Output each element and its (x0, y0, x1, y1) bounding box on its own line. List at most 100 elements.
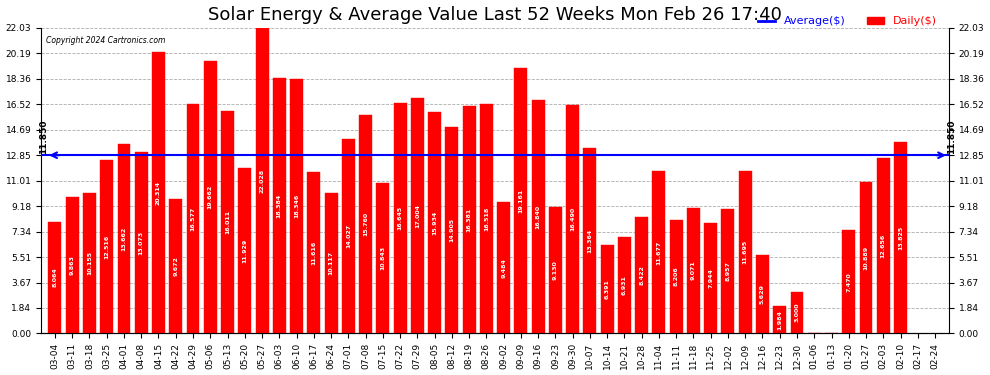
Text: 16.011: 16.011 (225, 210, 230, 234)
Bar (273, 78, 286, 333)
Text: 10.155: 10.155 (87, 251, 92, 275)
Text: 1.984: 1.984 (777, 310, 782, 330)
Text: 19.662: 19.662 (208, 185, 213, 209)
Bar (669, 220, 683, 333)
Bar (618, 237, 631, 333)
Text: 9.071: 9.071 (691, 261, 696, 280)
Text: 17.004: 17.004 (415, 204, 420, 228)
Bar (411, 98, 424, 333)
Bar (186, 104, 199, 333)
Bar (652, 171, 665, 333)
Text: 22.028: 22.028 (259, 169, 264, 193)
Bar (791, 292, 804, 333)
Text: 20.314: 20.314 (156, 180, 161, 205)
Bar (83, 193, 96, 333)
Text: 6.931: 6.931 (622, 276, 627, 296)
Text: 8.206: 8.206 (673, 267, 679, 286)
Text: 9.672: 9.672 (173, 256, 178, 276)
Text: 14.027: 14.027 (346, 224, 350, 248)
Bar (601, 245, 614, 333)
Bar (583, 148, 596, 333)
Bar (394, 103, 407, 333)
Text: 16.645: 16.645 (398, 206, 403, 230)
Text: 16.840: 16.840 (536, 205, 541, 229)
Bar (739, 171, 751, 333)
Text: 9.863: 9.863 (69, 255, 74, 275)
Text: 13.825: 13.825 (898, 225, 903, 250)
Bar (566, 105, 579, 333)
Text: 8.422: 8.422 (640, 265, 644, 285)
Bar (135, 152, 148, 333)
Bar (118, 144, 131, 333)
Bar (842, 230, 855, 333)
Bar (49, 222, 61, 333)
Bar (169, 199, 182, 333)
Bar (255, 28, 268, 333)
Text: 3.000: 3.000 (795, 303, 800, 322)
Text: 16.490: 16.490 (570, 207, 575, 231)
Text: 11.616: 11.616 (311, 241, 317, 265)
Text: 6.391: 6.391 (605, 279, 610, 299)
Text: 14.905: 14.905 (449, 218, 454, 242)
Bar (497, 202, 510, 333)
Text: 12.516: 12.516 (104, 234, 109, 259)
Text: 10.843: 10.843 (380, 246, 385, 270)
Text: 10.889: 10.889 (863, 246, 868, 270)
Text: 18.384: 18.384 (277, 194, 282, 218)
Text: 15.760: 15.760 (363, 212, 368, 236)
Bar (462, 106, 475, 333)
Bar (65, 196, 78, 333)
Bar (325, 193, 338, 333)
Text: 15.934: 15.934 (432, 211, 438, 235)
Text: 19.161: 19.161 (519, 189, 524, 213)
Text: Copyright 2024 Cartronics.com: Copyright 2024 Cartronics.com (46, 36, 165, 45)
Text: 16.381: 16.381 (466, 208, 471, 232)
Text: 11.850: 11.850 (40, 119, 49, 154)
Text: 18.346: 18.346 (294, 194, 299, 218)
Bar (877, 158, 890, 333)
Bar (687, 208, 700, 333)
Bar (773, 306, 786, 333)
Bar (359, 115, 372, 333)
Text: 12.656: 12.656 (881, 234, 886, 258)
Bar (221, 111, 234, 333)
Title: Solar Energy & Average Value Last 52 Weeks Mon Feb 26 17:40: Solar Energy & Average Value Last 52 Wee… (208, 6, 782, 24)
Bar (515, 68, 528, 333)
Bar (428, 112, 442, 333)
Bar (636, 217, 648, 333)
Text: 8.957: 8.957 (726, 261, 731, 281)
Bar (704, 223, 717, 333)
Text: 11.850: 11.850 (947, 119, 956, 154)
Bar (204, 61, 217, 333)
Bar (446, 127, 458, 333)
Text: 5.629: 5.629 (760, 285, 765, 304)
Bar (756, 255, 769, 333)
Text: 7.944: 7.944 (708, 268, 713, 288)
Bar (859, 182, 872, 333)
Bar (239, 168, 251, 333)
Text: 13.073: 13.073 (139, 231, 144, 255)
Legend: Average($), Daily($): Average($), Daily($) (753, 12, 941, 31)
Bar (548, 207, 562, 333)
Bar (894, 142, 907, 333)
Bar (480, 104, 493, 333)
Text: 13.364: 13.364 (587, 229, 592, 253)
Text: 9.484: 9.484 (501, 258, 506, 278)
Bar (532, 100, 544, 333)
Bar (100, 160, 113, 333)
Text: 7.470: 7.470 (846, 272, 851, 291)
Text: 8.064: 8.064 (52, 268, 57, 287)
Text: 11.695: 11.695 (742, 240, 747, 264)
Bar (376, 183, 389, 333)
Text: 16.518: 16.518 (484, 207, 489, 231)
Bar (290, 79, 303, 333)
Bar (307, 172, 321, 333)
Bar (722, 209, 735, 333)
Text: 13.662: 13.662 (122, 226, 127, 251)
Bar (152, 52, 165, 333)
Bar (342, 139, 354, 333)
Text: 10.117: 10.117 (329, 251, 334, 275)
Text: 16.577: 16.577 (190, 206, 195, 231)
Text: 11.929: 11.929 (243, 238, 248, 263)
Text: 11.677: 11.677 (656, 240, 661, 265)
